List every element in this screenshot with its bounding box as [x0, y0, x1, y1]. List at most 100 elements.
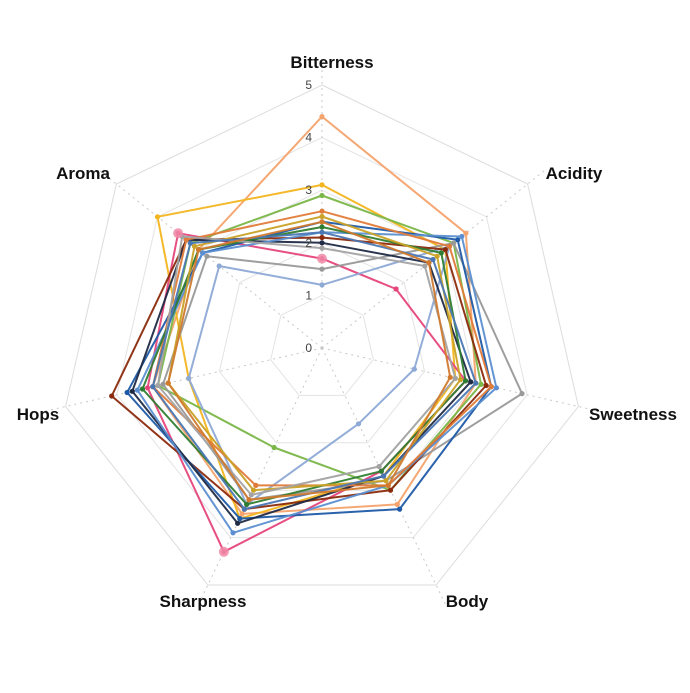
series-9-point-hops: [129, 388, 135, 394]
tick-label-0: 0: [305, 341, 312, 355]
series-8-point-body: [397, 506, 403, 512]
series-3-point-sharpness: [271, 444, 277, 451]
axis-label-acidity: Acidity: [546, 164, 603, 183]
series-4-point-hops: [145, 385, 151, 391]
series-9-point-bitterness: [319, 240, 325, 246]
series-15-point-sharpness: [241, 506, 247, 512]
grid-ring-1: [270, 294, 374, 396]
series-16: [165, 219, 453, 503]
series-14-point-acidity: [422, 263, 428, 269]
series-15-point-bitterness: [319, 229, 325, 235]
series-15-point-sweetness: [473, 380, 479, 386]
series-11-point-sharpness: [253, 482, 259, 488]
series-12-point-sharpness: [244, 501, 250, 507]
tick-layer: 0 1 2 3 4 5: [305, 78, 312, 355]
series-12-point-acidity: [438, 250, 444, 256]
series-16-point-aroma: [196, 247, 202, 253]
series-13-point-bitterness: [319, 213, 325, 220]
series-14-point-body: [376, 463, 382, 470]
series-13-point-aroma: [191, 243, 198, 249]
series-1-point-body: [394, 501, 400, 507]
series-13-point-acidity: [434, 253, 440, 259]
series-2-point-bitterness: [319, 182, 325, 188]
series-11-point-sweetness: [488, 384, 494, 390]
series-14-point-bitterness: [319, 245, 325, 251]
tick-label-2: 2: [305, 236, 312, 250]
series-15-point-aroma: [187, 240, 193, 246]
series-13-point-sharpness: [250, 487, 257, 493]
series-6-point-bitterness: [319, 266, 325, 272]
series-14: [155, 233, 458, 498]
highlight-point-sharpness: [218, 546, 229, 557]
series-14-point-sweetness: [452, 375, 458, 381]
series-12-point-hops: [139, 386, 146, 392]
series-7-point-bitterness: [319, 234, 325, 241]
tick-label-4: 4: [305, 131, 312, 145]
series-line-14: [156, 235, 457, 496]
spoke-layer: [43, 63, 601, 606]
axis-label-hops: Hops: [17, 405, 60, 424]
series-9-point-sweetness: [468, 379, 474, 385]
series-8-point-hops: [124, 389, 130, 396]
series-13: [165, 213, 464, 493]
tick-label-1: 1: [305, 288, 312, 302]
series-10-point-sweetness: [493, 385, 499, 391]
tick-label-5: 5: [305, 78, 312, 92]
series-12-point-sweetness: [463, 378, 469, 384]
series-11-point-bitterness: [319, 208, 325, 214]
series-13-point-sweetness: [457, 377, 464, 383]
series-1-point-acidity: [463, 230, 469, 236]
series-11-point-acidity: [446, 243, 453, 249]
series-16-point-body: [385, 482, 391, 488]
series-14-point-hops: [155, 382, 161, 389]
axis-label-layer: Bitterness Acidity Sweetness Body Sharpness H…: [17, 53, 677, 611]
series-5-point-bitterness: [319, 282, 325, 288]
series-13-point-body: [383, 478, 389, 484]
tick-label-3: 3: [305, 183, 312, 197]
series-16-point-acidity: [426, 260, 432, 266]
axis-label-sharpness: Sharpness: [160, 592, 247, 611]
series-line-16: [167, 220, 452, 501]
series-layer: [109, 114, 525, 557]
series-2-point-aroma: [154, 214, 161, 220]
series-5-point-body: [355, 421, 362, 427]
series-3-point-sweetness: [478, 381, 484, 387]
grid-ring-5: [65, 84, 579, 586]
grid-ring-4: [116, 137, 528, 539]
highlight-point-bitterness: [317, 253, 327, 264]
series-5-point-sweetness: [411, 366, 417, 372]
series-5-point-aroma: [216, 263, 222, 269]
series-15-point-body: [381, 473, 387, 479]
series-7-point-acidity: [442, 247, 448, 253]
highlight-point-aroma: [173, 228, 184, 239]
series-6-point-sweetness: [519, 391, 525, 397]
axis-label-aroma: Aroma: [56, 164, 110, 183]
series-11-point-aroma: [183, 237, 189, 243]
series-line-8: [126, 220, 493, 520]
series-5-point-hops: [186, 375, 192, 381]
series-6-point-aroma: [204, 253, 210, 259]
series-8-point-acidity: [455, 237, 461, 243]
series-10-point-acidity: [459, 233, 465, 240]
series-14-point-sharpness: [248, 492, 254, 498]
series-15-point-hops: [150, 384, 156, 390]
series-10-point-hops: [134, 387, 140, 393]
series-3-point-bitterness: [319, 192, 325, 199]
series-7-point-body: [387, 487, 394, 493]
series-1-point-bitterness: [319, 114, 325, 120]
axis-label-body: Body: [446, 592, 489, 611]
series-16-point-sweetness: [447, 374, 453, 380]
series-6-point-acidity: [451, 240, 457, 246]
axis-label-bitterness: Bitterness: [290, 53, 373, 72]
series-12-point-body: [378, 468, 384, 474]
series-16-point-hops: [165, 380, 171, 386]
series-7-point-sweetness: [483, 382, 489, 389]
series-6-point-hops: [160, 381, 166, 387]
series-10-point-sharpness: [230, 530, 236, 536]
series-line-7: [110, 236, 488, 511]
series-10-point-aroma: [200, 250, 206, 256]
series-7-point-hops: [109, 393, 115, 399]
series-9-point-sharpness: [235, 520, 241, 526]
series-16-point-bitterness: [319, 219, 325, 225]
